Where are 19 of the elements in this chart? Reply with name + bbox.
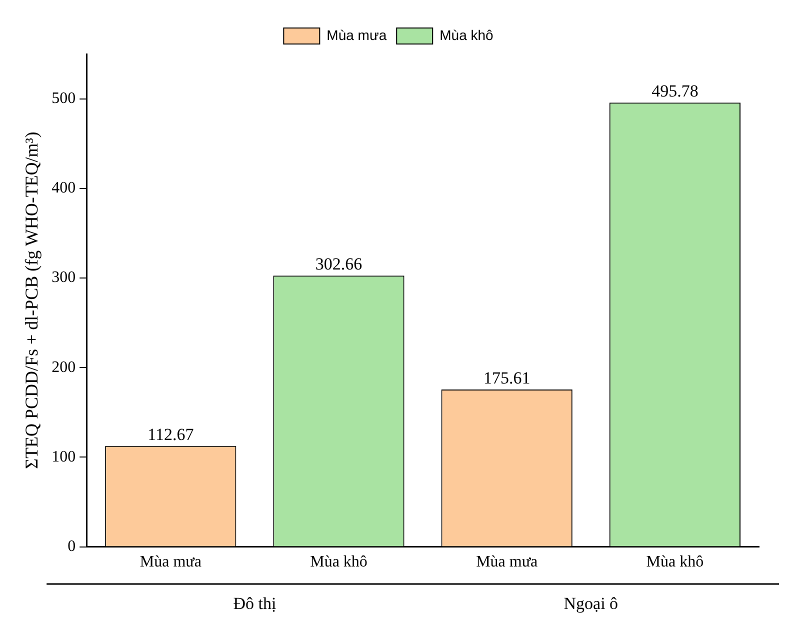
- text: Ngoại ô: [564, 594, 618, 613]
- data-label: 112.67: [148, 424, 194, 444]
- legend-label: Mùa khô: [440, 26, 494, 43]
- x-tick-label: Mùa khô: [646, 554, 704, 571]
- y-tick-label: 200: [52, 358, 76, 376]
- legend-label: Mùa mưa: [326, 26, 387, 43]
- data-label: 495.78: [652, 82, 698, 101]
- y-tick-label: 100: [52, 448, 76, 466]
- x-tick-label: Mùa mưa: [140, 554, 202, 571]
- data-label: 302.66: [315, 254, 362, 274]
- y-tick-label: 500: [52, 90, 76, 108]
- x-tick-label: Mùa khô: [310, 554, 368, 571]
- y-tick-label: 0: [68, 538, 76, 556]
- y-axis-title: ΣTEQ PCDD/Fs + dl-PCB (fg WHO-TEQ/m³): [22, 132, 42, 469]
- text: Đô thị: [233, 594, 276, 613]
- x-tick-label: Mùa mưa: [476, 554, 538, 571]
- y-tick-label: 400: [52, 180, 76, 197]
- data-label: 175.61: [483, 368, 530, 388]
- y-tick-label: 300: [52, 269, 76, 286]
